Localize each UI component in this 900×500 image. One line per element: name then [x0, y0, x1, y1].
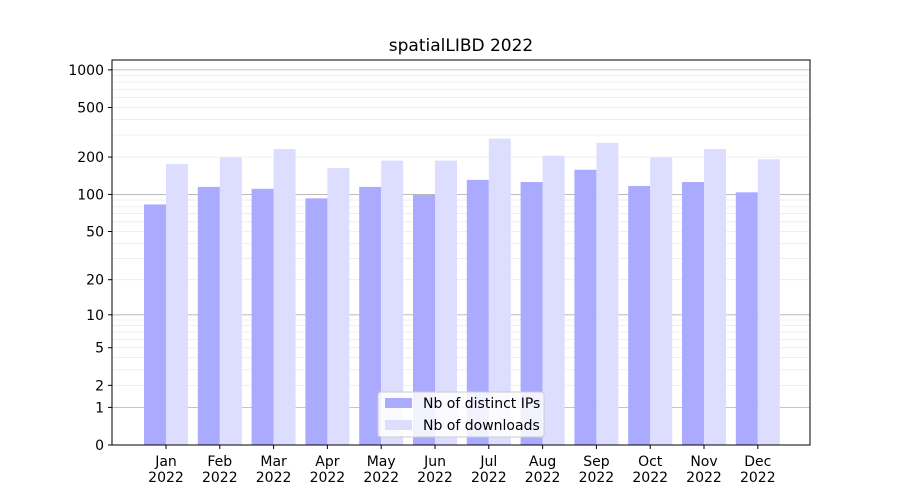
- bar-downloads: [542, 155, 565, 445]
- bar-downloads: [757, 159, 780, 445]
- legend-swatch-distinct-ips: [385, 398, 412, 408]
- x-tick-label: Jun 2022: [417, 454, 453, 486]
- y-tick-label: 10: [86, 308, 104, 324]
- y-tick-label: 100: [77, 187, 104, 203]
- bar-distinct-ips: [682, 181, 704, 445]
- bar-distinct-ips: [251, 188, 274, 445]
- bar-distinct-ips: [574, 169, 597, 445]
- bar-downloads: [219, 157, 242, 446]
- bar-downloads: [166, 163, 188, 445]
- x-tick-label: Aug 2022: [525, 454, 561, 486]
- x-tick-label: Sep 2022: [579, 454, 615, 486]
- y-tick-label: 0: [95, 438, 104, 454]
- y-tick-label: 20: [86, 273, 104, 289]
- legend-swatch-downloads: [385, 420, 412, 430]
- x-tick-label: Nov 2022: [686, 454, 722, 486]
- bar-distinct-ips: [520, 181, 543, 445]
- x-tick-label: Oct 2022: [632, 454, 668, 486]
- plot-frame: [111, 59, 811, 446]
- legend-label-distinct-ips: Nb of distinct IPs: [423, 396, 540, 412]
- y-tick-label: 5: [95, 341, 104, 357]
- bar-distinct-ips: [735, 192, 758, 445]
- bar-downloads: [704, 149, 726, 445]
- bar-downloads: [273, 149, 296, 445]
- bar-downloads: [650, 157, 673, 446]
- y-tick-label: 200: [77, 150, 104, 166]
- x-tick-label: Apr 2022: [310, 454, 346, 486]
- y-tick-label: 50: [86, 225, 104, 241]
- x-axis: Jan 2022 Feb 2022 Mar 2022 Apr 2022 May 2022 Jun 20…: [148, 445, 776, 486]
- x-tick-label: Jul 2022: [471, 454, 507, 486]
- bar-downloads: [488, 138, 511, 446]
- x-tick-label: Jan 2022: [148, 454, 184, 486]
- bars: [144, 138, 780, 446]
- legend-label-downloads: Nb of downloads: [423, 418, 540, 434]
- y-tick-label: 2: [95, 378, 104, 394]
- bar-distinct-ips: [413, 194, 435, 445]
- bar-downloads: [596, 142, 619, 445]
- legend-box: [377, 391, 545, 438]
- bar-distinct-ips: [359, 186, 382, 445]
- y-tick-label: 500: [77, 100, 104, 116]
- y-axis: 0 1 2 5 10 20 50 100 200 500 1000: [68, 63, 112, 454]
- bar-distinct-ips: [305, 198, 328, 445]
- bar-distinct-ips: [144, 204, 166, 445]
- x-tick-label: Feb 2022: [202, 454, 238, 486]
- y-tick-label: 1: [95, 400, 104, 416]
- x-tick-label: Mar 2022: [256, 454, 292, 486]
- y-tick-label: 1000: [68, 63, 104, 79]
- chart-title: spatialLIBD 2022: [389, 36, 534, 56]
- bar-downloads: [435, 160, 457, 445]
- x-tick-label: Dec 2022: [740, 454, 776, 486]
- x-tick-label: May 2022: [363, 454, 399, 486]
- bar-distinct-ips: [197, 186, 220, 445]
- bar-downloads: [381, 160, 404, 445]
- bar-downloads: [327, 168, 350, 445]
- bar-distinct-ips: [466, 179, 489, 445]
- bar-distinct-ips: [628, 185, 651, 445]
- legend: Nb of distinct IPs Nb of downloads: [377, 391, 545, 438]
